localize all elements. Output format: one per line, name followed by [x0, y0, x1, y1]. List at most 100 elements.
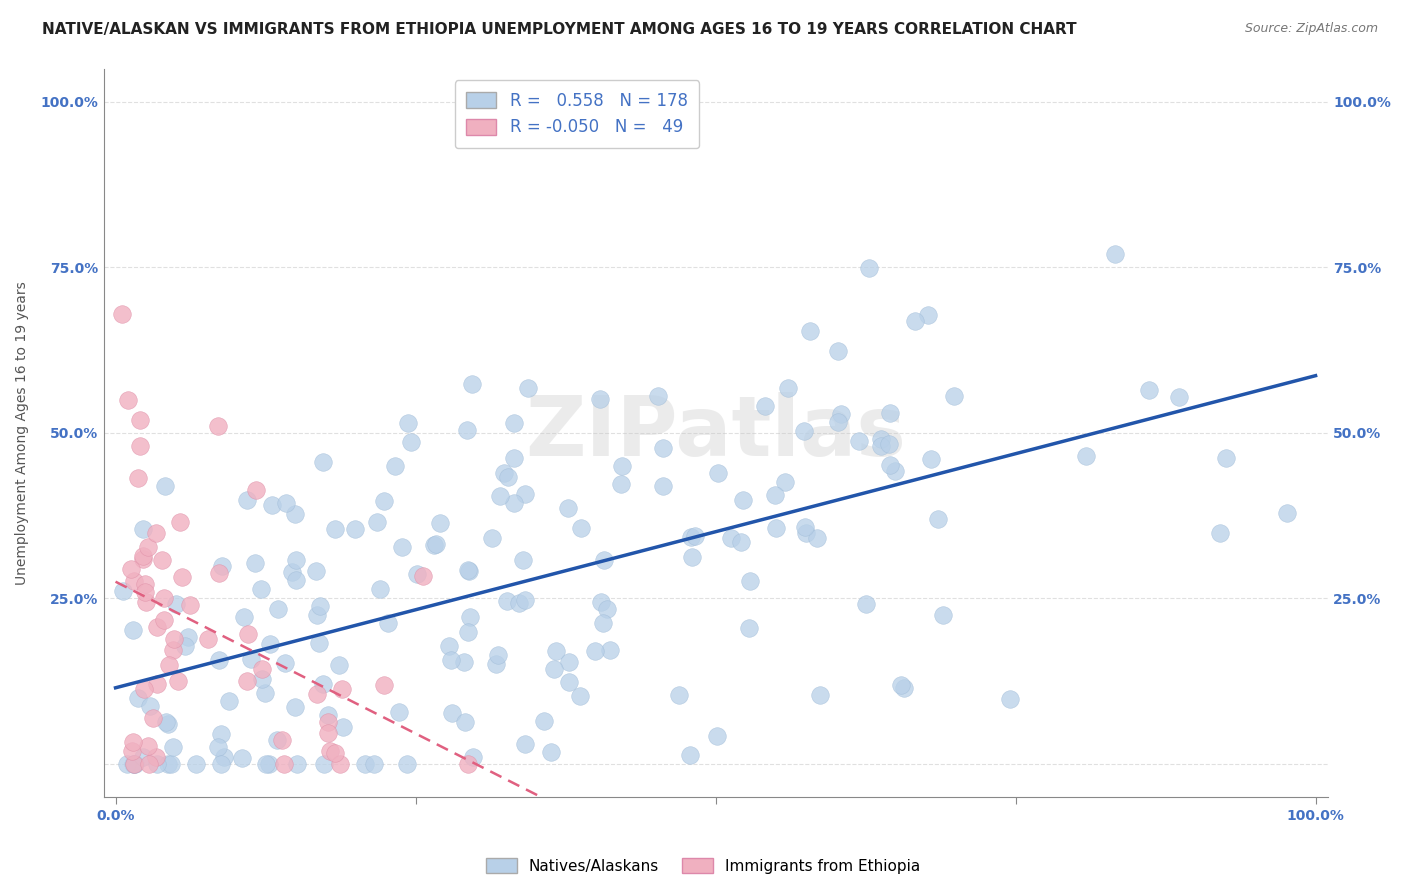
Point	[515, 737, 537, 751]
Point	[115, 756, 138, 771]
Point	[157, 657, 180, 672]
Point	[596, 601, 619, 615]
Point	[441, 706, 464, 720]
Point	[458, 564, 481, 578]
Point	[1275, 506, 1298, 520]
Point	[153, 479, 176, 493]
Point	[1209, 526, 1232, 541]
Point	[122, 756, 145, 771]
Point	[305, 564, 328, 578]
Point	[546, 644, 568, 658]
Point	[232, 609, 254, 624]
Point	[274, 657, 297, 671]
Point	[132, 552, 155, 566]
Point	[457, 624, 479, 639]
Point	[569, 521, 592, 535]
Point	[308, 636, 330, 650]
Point	[305, 607, 328, 622]
Point	[557, 500, 579, 515]
Point	[136, 739, 159, 753]
Point	[720, 532, 742, 546]
Point	[259, 637, 281, 651]
Point	[502, 450, 524, 465]
Point	[157, 756, 180, 771]
Point	[754, 399, 776, 413]
Point	[314, 756, 336, 771]
Point	[932, 607, 955, 622]
Point	[152, 591, 174, 606]
Point	[146, 677, 169, 691]
Point	[879, 458, 901, 473]
Point	[422, 538, 444, 552]
Point	[793, 425, 815, 439]
Point	[134, 585, 156, 599]
Point	[319, 744, 342, 758]
Point	[1074, 449, 1097, 463]
Point	[405, 567, 427, 582]
Point	[285, 553, 308, 567]
Point	[250, 662, 273, 676]
Point	[132, 549, 155, 563]
Point	[917, 308, 939, 322]
Point	[250, 673, 273, 687]
Point	[329, 756, 352, 771]
Point	[197, 632, 219, 646]
Point	[806, 531, 828, 545]
Legend: R =   0.558   N = 178, R = -0.050   N =   49: R = 0.558 N = 178, R = -0.050 N = 49	[454, 80, 699, 148]
Point	[236, 673, 259, 688]
Point	[848, 434, 870, 448]
Point	[399, 434, 422, 449]
Point	[679, 748, 702, 763]
Point	[124, 756, 146, 771]
Point	[305, 687, 328, 701]
Point	[316, 726, 339, 740]
Point	[250, 582, 273, 596]
Point	[391, 540, 413, 554]
Point	[211, 559, 233, 574]
Point	[461, 749, 484, 764]
Point	[773, 475, 796, 489]
Point	[284, 507, 307, 521]
Point	[209, 727, 232, 741]
Point	[273, 756, 295, 771]
Point	[207, 419, 229, 434]
Point	[127, 471, 149, 485]
Point	[207, 740, 229, 755]
Point	[139, 698, 162, 713]
Point	[592, 616, 614, 631]
Point	[169, 515, 191, 529]
Point	[354, 756, 377, 771]
Point	[281, 565, 304, 579]
Point	[162, 642, 184, 657]
Point	[481, 531, 503, 545]
Point	[162, 739, 184, 754]
Point	[763, 488, 786, 502]
Point	[827, 415, 849, 429]
Point	[558, 655, 581, 669]
Point	[651, 478, 673, 492]
Point	[457, 563, 479, 577]
Point	[485, 657, 508, 671]
Point	[1137, 384, 1160, 398]
Point	[589, 595, 612, 609]
Point	[568, 689, 591, 703]
Point	[652, 441, 675, 455]
Point	[808, 688, 831, 702]
Point	[516, 381, 538, 395]
Point	[512, 553, 534, 567]
Point	[384, 458, 406, 473]
Point	[738, 621, 761, 635]
Point	[778, 381, 800, 395]
Point	[503, 495, 526, 509]
Point	[373, 494, 395, 508]
Point	[453, 655, 475, 669]
Legend: Natives/Alaskans, Immigrants from Ethiopia: Natives/Alaskans, Immigrants from Ethiop…	[479, 852, 927, 880]
Point	[344, 522, 367, 536]
Point	[163, 632, 186, 646]
Point	[262, 498, 284, 512]
Point	[120, 562, 142, 576]
Point	[893, 681, 915, 695]
Point	[325, 746, 347, 760]
Point	[184, 756, 207, 771]
Point	[160, 756, 183, 771]
